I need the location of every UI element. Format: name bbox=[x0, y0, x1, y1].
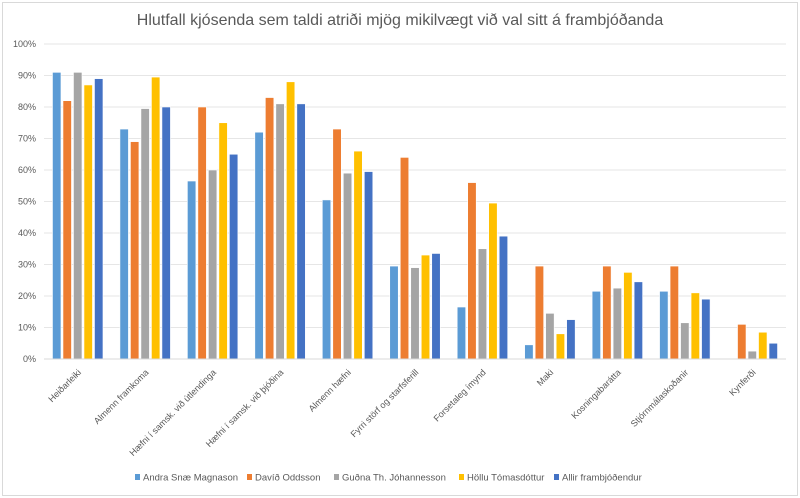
x-tick-label: Maki bbox=[535, 367, 556, 388]
legend: Andra Snæ Magnason Davíð Oddsson Guðna Th.… bbox=[135, 473, 642, 484]
x-tick-label: Stjórnmálaskoðanir bbox=[629, 367, 691, 429]
bar bbox=[187, 180, 197, 360]
legend-label: Guðna Th. Jóhannesson bbox=[342, 473, 446, 484]
bar bbox=[296, 103, 306, 360]
bar bbox=[229, 153, 239, 360]
x-tick-label: Fyrri störf og starfsferill bbox=[349, 367, 421, 439]
bar bbox=[254, 131, 264, 360]
legend-label: Höllu Tómasdóttur bbox=[467, 473, 544, 484]
legend-swatch bbox=[135, 474, 140, 480]
bar bbox=[218, 122, 228, 360]
y-tick-label: 30% bbox=[18, 260, 36, 270]
x-tick-label: Almenn hæfni bbox=[307, 367, 353, 413]
bar bbox=[275, 103, 285, 360]
bar bbox=[73, 72, 83, 360]
bar bbox=[399, 157, 410, 360]
legend-item: Davíð Oddsson bbox=[247, 473, 320, 484]
bars bbox=[52, 72, 778, 360]
bar bbox=[130, 141, 140, 360]
y-tick-label: 100% bbox=[13, 39, 36, 49]
bar bbox=[94, 78, 104, 360]
y-tick-label: 10% bbox=[18, 323, 36, 333]
bar bbox=[456, 306, 467, 360]
bar bbox=[62, 100, 72, 360]
bar bbox=[52, 72, 62, 360]
bar bbox=[591, 290, 601, 360]
bar bbox=[612, 287, 622, 360]
legend-swatch bbox=[459, 474, 464, 480]
bar bbox=[524, 344, 534, 360]
legend-label: Andra Snæ Magnason bbox=[143, 473, 238, 484]
bar bbox=[747, 350, 757, 360]
bar bbox=[623, 272, 633, 360]
y-tick-label: 40% bbox=[18, 228, 36, 238]
y-tick-label: 60% bbox=[18, 165, 36, 175]
bar bbox=[410, 267, 420, 360]
bar bbox=[534, 265, 544, 360]
bar bbox=[286, 81, 296, 360]
bar bbox=[208, 169, 218, 360]
legend-item: Andra Snæ Magnason bbox=[135, 473, 238, 484]
y-tick-label: 20% bbox=[18, 291, 36, 301]
bar bbox=[83, 84, 93, 360]
bar bbox=[420, 254, 431, 360]
bar bbox=[659, 290, 669, 360]
bar bbox=[737, 324, 747, 360]
x-tick-label: Forsetaleg ímynd bbox=[432, 367, 488, 423]
bar bbox=[265, 97, 275, 360]
chart-title: Hlutfall kjósenda sem taldi atriði mjög … bbox=[137, 12, 664, 29]
legend-swatch bbox=[247, 474, 252, 480]
bar bbox=[566, 319, 576, 360]
legend-label: Davíð Oddsson bbox=[255, 473, 320, 484]
x-tick-label: Almenn framkoma bbox=[92, 367, 151, 426]
bar bbox=[602, 265, 612, 360]
bar bbox=[680, 322, 690, 360]
bar bbox=[633, 281, 643, 360]
x-tick-label: Hæfni í samsk. við þjóðina bbox=[204, 367, 286, 449]
y-tick-label: 0% bbox=[23, 354, 36, 364]
bar bbox=[431, 253, 441, 360]
bar bbox=[467, 182, 477, 360]
bar bbox=[161, 106, 171, 360]
bar bbox=[488, 202, 498, 360]
bar bbox=[555, 333, 565, 360]
bar bbox=[197, 106, 207, 360]
y-tick-label: 90% bbox=[18, 71, 36, 81]
bar bbox=[353, 150, 363, 360]
bar bbox=[363, 171, 374, 360]
bar bbox=[768, 342, 778, 360]
x-tick-label: Kosningabarátta bbox=[569, 367, 622, 420]
bar bbox=[119, 128, 129, 360]
y-axis: 0% 10% 20% 30% 40% 50% 60% 70% 80% 90% 100% bbox=[13, 39, 36, 364]
x-tick-label: Heiðarleiki bbox=[46, 367, 83, 404]
legend-swatch bbox=[554, 474, 559, 480]
y-tick-label: 70% bbox=[18, 134, 36, 144]
bar bbox=[140, 108, 150, 360]
legend-item: Allir frambjóðendur bbox=[554, 473, 642, 484]
bar bbox=[758, 331, 768, 360]
x-axis: Heiðarleiki Almenn framkoma Hæfni í samsk.… bbox=[44, 358, 786, 458]
bar bbox=[477, 248, 488, 360]
bar bbox=[498, 235, 509, 360]
bar bbox=[669, 265, 679, 360]
bar bbox=[545, 313, 555, 360]
bar bbox=[321, 199, 332, 360]
bar bbox=[389, 265, 399, 360]
bar bbox=[151, 76, 161, 360]
y-tick-label: 50% bbox=[18, 197, 36, 207]
bar bbox=[342, 172, 353, 360]
bar bbox=[332, 128, 342, 360]
y-tick-label: 80% bbox=[18, 102, 36, 112]
legend-item: Höllu Tómasdóttur bbox=[459, 473, 544, 484]
x-tick-label: Kynferði bbox=[727, 367, 757, 397]
legend-swatch bbox=[334, 474, 339, 480]
bar bbox=[701, 298, 711, 360]
legend-label: Allir frambjóðendur bbox=[562, 473, 642, 484]
bar bbox=[690, 292, 700, 360]
legend-item: Guðna Th. Jóhannesson bbox=[334, 473, 446, 484]
